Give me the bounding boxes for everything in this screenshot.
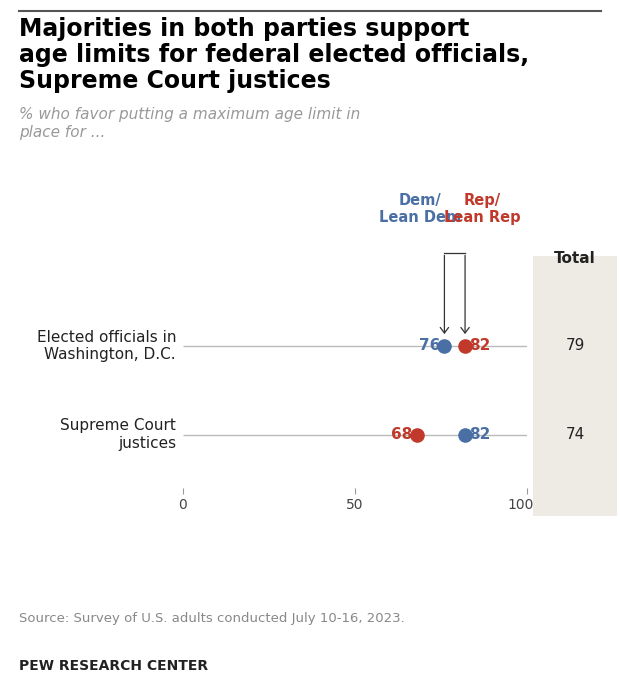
- Point: [460, 429, 470, 440]
- Text: Elected officials in
Washington, D.C.: Elected officials in Washington, D.C.: [37, 329, 176, 362]
- Text: PEW RESEARCH CENTER: PEW RESEARCH CENTER: [19, 659, 208, 673]
- Text: age limits for federal elected officials,: age limits for federal elected officials…: [19, 43, 529, 67]
- Text: 76: 76: [419, 338, 440, 354]
- Text: 82: 82: [469, 427, 490, 442]
- Text: Dem/
Lean Dem: Dem/ Lean Dem: [379, 192, 461, 225]
- Text: Total: Total: [554, 251, 596, 266]
- Text: Rep/
Lean Rep: Rep/ Lean Rep: [444, 192, 521, 225]
- Text: Supreme Court justices: Supreme Court justices: [19, 69, 330, 93]
- Text: 68: 68: [391, 427, 413, 442]
- Text: 79: 79: [565, 338, 585, 354]
- Text: % who favor putting a maximum age limit in
place for ...: % who favor putting a maximum age limit …: [19, 107, 360, 140]
- Point: [440, 340, 450, 352]
- Text: Source: Survey of U.S. adults conducted July 10-16, 2023.: Source: Survey of U.S. adults conducted …: [19, 612, 404, 626]
- Text: Majorities in both parties support: Majorities in both parties support: [19, 17, 469, 42]
- Text: 74: 74: [565, 427, 585, 442]
- Point: [412, 429, 422, 440]
- Point: [460, 340, 470, 352]
- Text: Supreme Court
justices: Supreme Court justices: [60, 419, 176, 450]
- Text: 82: 82: [469, 338, 490, 354]
